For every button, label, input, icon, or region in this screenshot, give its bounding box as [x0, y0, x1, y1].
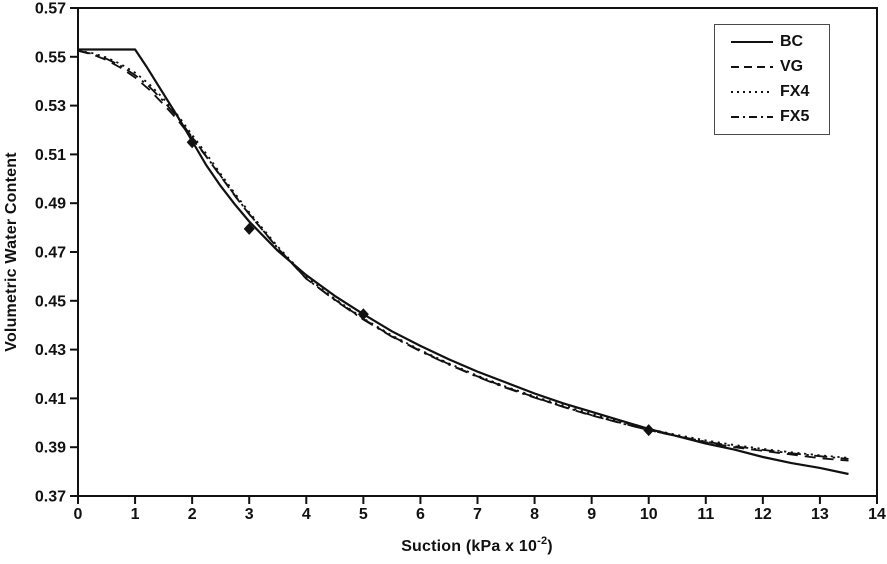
data-point-marker: [243, 222, 255, 235]
y-tick-label: 0.57: [35, 1, 66, 18]
y-tick-label: 0.55: [35, 49, 66, 66]
legend-line-sample-solid: [731, 40, 773, 43]
x-tick-label: 6: [416, 506, 425, 523]
x-axis-title: Suction (kPa x 10-2): [401, 535, 553, 555]
x-tick-label: 4: [302, 506, 311, 523]
data-point-marker: [357, 308, 369, 321]
legend-item-label: FX4: [780, 82, 810, 100]
data-point-marker: [186, 136, 198, 149]
legend-item-vg: VG: [715, 54, 829, 79]
legend-item-bc: BC: [715, 29, 829, 54]
x-tick-label: 8: [530, 506, 539, 523]
y-tick-label: 0.47: [35, 245, 66, 262]
x-tick-label: 13: [811, 506, 829, 523]
x-axis-title-close: ): [547, 538, 553, 555]
x-axis-title-superscript: -2: [537, 535, 547, 547]
legend: BC VG FX4 FX5: [714, 24, 830, 135]
legend-line-sample-dotted: [731, 90, 773, 93]
y-tick-label: 0.41: [35, 391, 66, 408]
series-line-fx4: [77, 49, 849, 459]
x-tick-label: 1: [131, 506, 140, 523]
x-tick-label: 7: [473, 506, 482, 523]
x-tick-label: 2: [188, 506, 197, 523]
x-tick-label: 0: [74, 506, 83, 523]
x-tick-label: 3: [245, 506, 254, 523]
y-tick-label: 0.43: [35, 342, 66, 359]
y-axis-title: Volumetric Water Content: [3, 152, 20, 352]
y-tick-label: 0.45: [35, 293, 66, 310]
y-tick-label: 0.39: [35, 440, 66, 457]
series-line-bc: [78, 48, 849, 476]
y-tick-label: 0.51: [35, 147, 66, 164]
x-tick-label: 12: [754, 506, 772, 523]
y-tick-label: 0.49: [35, 196, 66, 213]
legend-item-fx5: FX5: [715, 104, 829, 129]
legend-item-fx4: FX4: [715, 79, 829, 104]
y-tick-label: 0.37: [35, 489, 66, 506]
legend-item-label: VG: [780, 57, 804, 75]
x-tick-label: 11: [697, 506, 714, 523]
data-point-marker: [643, 424, 655, 437]
y-tick-label: 0.53: [35, 98, 66, 115]
legend-item-label: FX5: [780, 107, 810, 125]
x-tick-label: 10: [640, 506, 658, 523]
legend-line-sample-dashed: [731, 65, 773, 68]
legend-line-sample-dashdot: [731, 115, 773, 118]
legend-item-label: BC: [780, 32, 804, 50]
x-axis-title-main: Suction (kPa x 10: [401, 538, 537, 555]
x-tick-label: 5: [359, 506, 368, 523]
series-line-fx5: [77, 49, 849, 460]
x-tick-label: 9: [587, 506, 596, 523]
x-tick-label: 14: [868, 506, 886, 523]
